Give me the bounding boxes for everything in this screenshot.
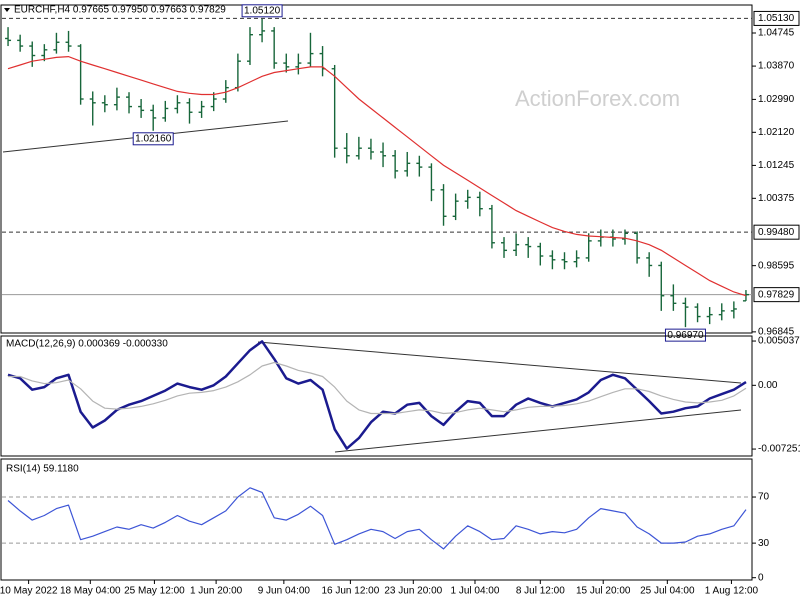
x-tick-label: 1 Jul 04:00 [451, 586, 500, 597]
x-tick-label: 9 Jun 04:00 [258, 586, 311, 597]
x-tick-label: 25 Jul 04:00 [640, 586, 695, 597]
x-tick-label: 1 Aug 12:00 [705, 586, 759, 597]
x-tick-label: 25 May 12:00 [124, 586, 185, 597]
level-label: 1.05130 [758, 13, 795, 24]
y-tick-label: 1.04745 [758, 28, 795, 39]
panel-frame [0, 4, 753, 334]
y-tick-label: 1.03870 [758, 61, 795, 72]
watermark: ActionForex.com [515, 86, 680, 111]
y-tick-label: 0.98595 [758, 260, 795, 271]
y-tick-label: 70 [758, 492, 770, 503]
annotation-label: 1.02160 [135, 133, 172, 144]
y-tick-label: 30 [758, 538, 770, 549]
trend-line [334, 409, 742, 453]
level-label: 0.97829 [758, 289, 795, 300]
panel-frame [0, 335, 753, 457]
level-label: 0.99480 [758, 227, 795, 238]
y-tick-label: 1.02990 [758, 94, 795, 105]
trend-line [257, 341, 742, 384]
moving-average [7, 55, 747, 297]
annotation-box [132, 132, 174, 146]
x-tick-label: 1 Jun 20:00 [190, 586, 243, 597]
y-tick-label: 0 [758, 572, 764, 583]
x-tick-label: 15 Jul 20:00 [576, 586, 631, 597]
series-line [7, 340, 747, 450]
panel-title: RSI(14) 59.1180 [6, 464, 79, 475]
annotation-label: 1.05120 [244, 5, 281, 16]
annotation-box [664, 328, 706, 342]
series-line [8, 361, 747, 415]
y-tick-label: 1.00375 [758, 193, 795, 204]
y-tick-label: -0.007251 [758, 444, 800, 455]
menu-icon [4, 8, 10, 12]
y-tick-label: 0.96845 [758, 327, 795, 338]
series-line [7, 487, 747, 550]
x-tick-label: 8 Jul 12:00 [516, 586, 565, 597]
panel-title: MACD(12,26,9) 0.000369 -0.000330 [6, 339, 168, 350]
panel-frame [0, 458, 753, 581]
x-tick-label: 10 May 2022 [0, 586, 58, 597]
x-tick-label: 18 May 04:00 [60, 586, 121, 597]
chart-title: EURCHF,H4 0.97665 0.97950 0.97663 0.9782… [14, 5, 226, 16]
level-label-box [753, 10, 800, 26]
y-tick-label: 1.02120 [758, 127, 795, 138]
y-tick-label: 1.01245 [758, 160, 795, 171]
x-tick-label: 23 Jun 20:00 [384, 586, 442, 597]
y-tick-label: 0.00 [758, 380, 778, 391]
x-tick-label: 16 Jun 12:00 [321, 586, 379, 597]
annotation-label: 0.96970 [667, 330, 704, 341]
annotation-box [241, 4, 283, 18]
y-tick-label: 0.005037 [758, 336, 800, 347]
level-label-box [753, 287, 800, 303]
level-label-box [753, 224, 800, 240]
